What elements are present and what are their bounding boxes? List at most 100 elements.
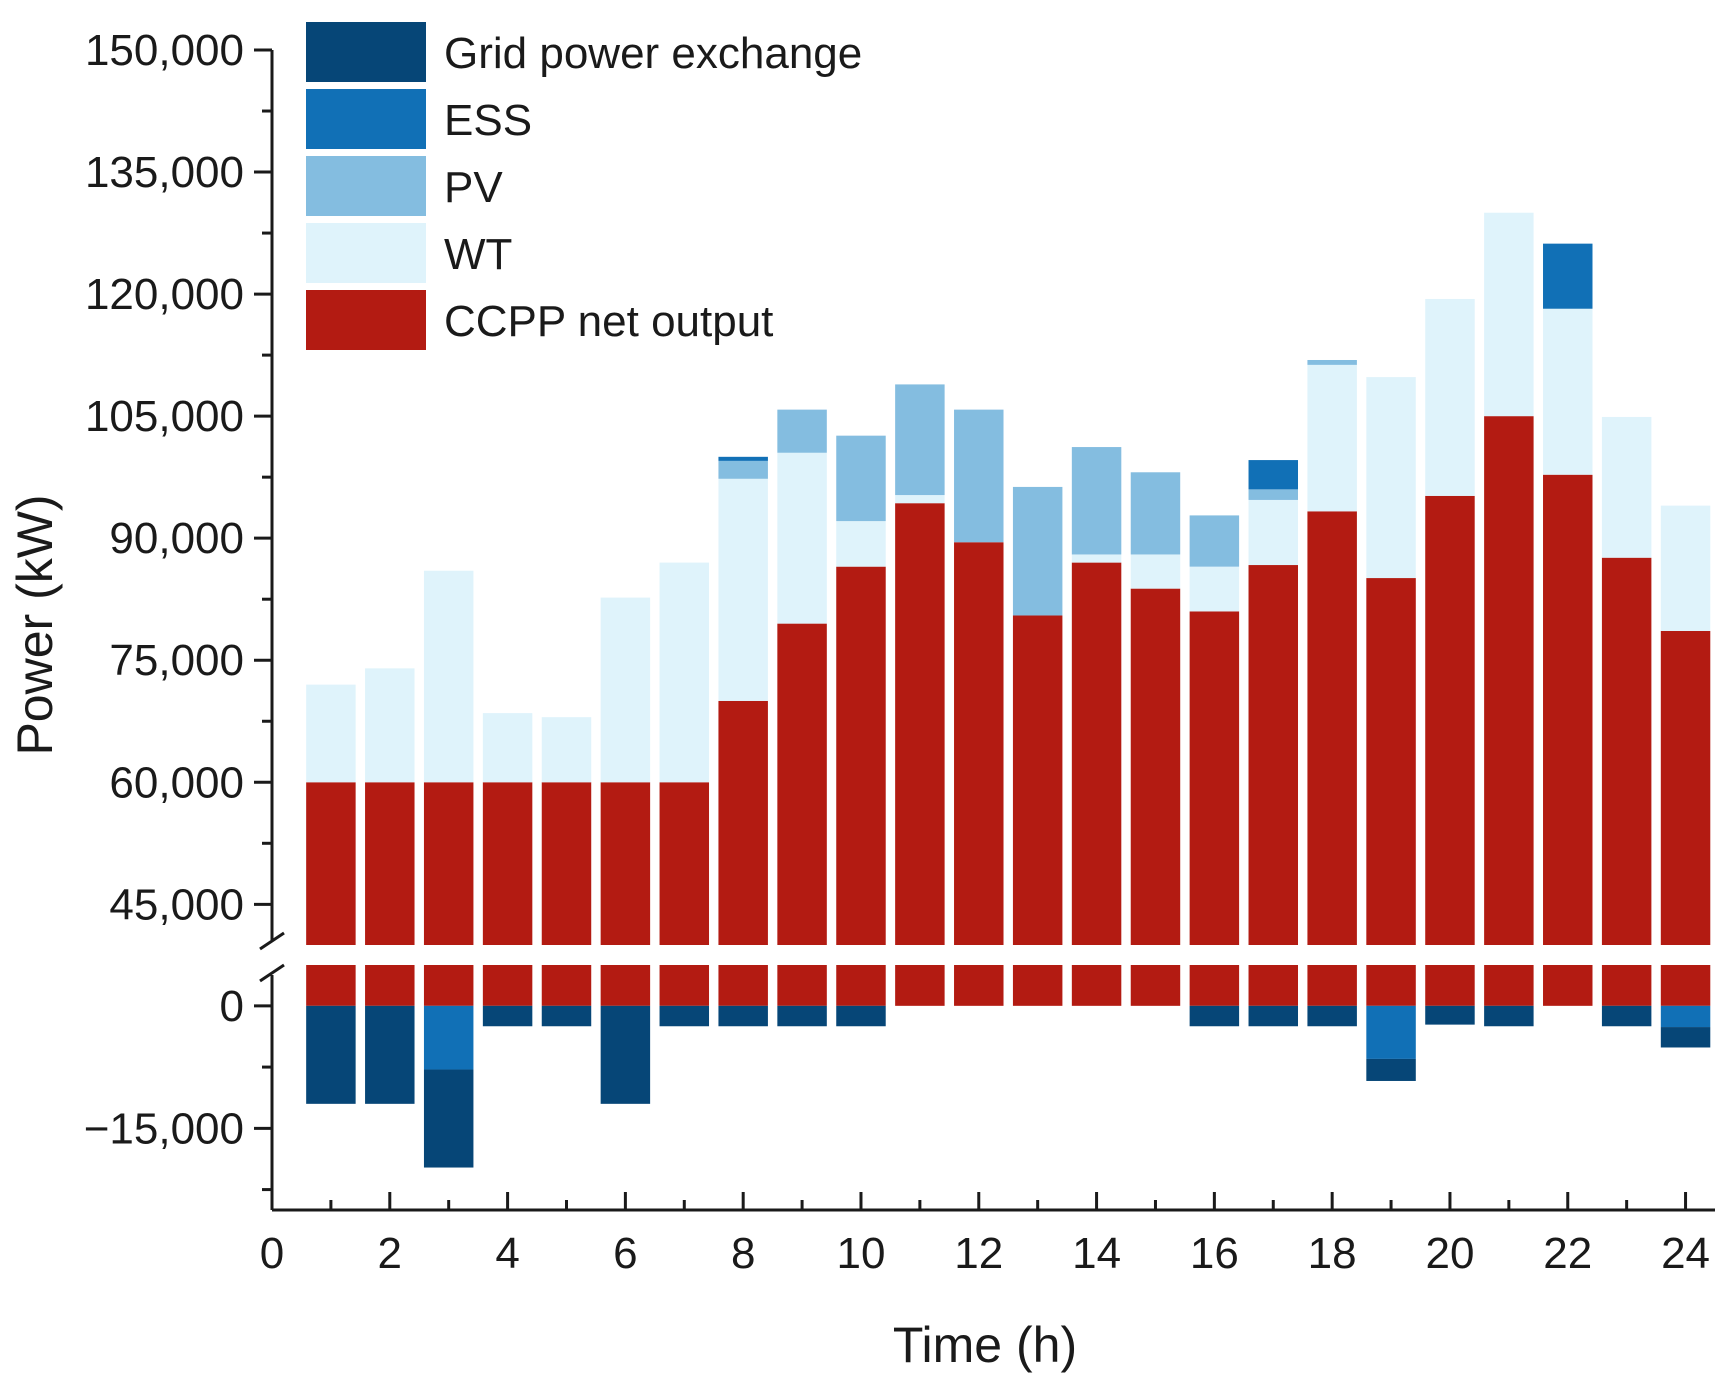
bar-ccpp-15 xyxy=(1130,588,1181,945)
bar-ccpp-7 xyxy=(659,965,710,1006)
x-tick-label: 16 xyxy=(1190,1229,1239,1278)
legend-swatch xyxy=(306,156,426,216)
bar-ccpp-22 xyxy=(1543,965,1593,1006)
bar-wt-7 xyxy=(659,562,710,783)
bar-wt-6 xyxy=(600,597,651,783)
bar-wt-2 xyxy=(365,668,415,783)
bar-grid-24 xyxy=(1660,1027,1711,1048)
bar-pv-8 xyxy=(718,460,768,479)
bar-ccpp-4 xyxy=(482,965,533,1006)
x-tick-label: 2 xyxy=(378,1229,402,1278)
y-tick-label: 0 xyxy=(220,982,244,1031)
bar-ccpp-3 xyxy=(423,782,474,945)
bar-ess-3 xyxy=(423,1005,474,1070)
bar-ccpp-2 xyxy=(365,965,415,1006)
bar-ccpp-1 xyxy=(306,965,356,1006)
x-tick-label: 8 xyxy=(731,1229,755,1278)
bar-ccpp-23 xyxy=(1601,557,1652,945)
bar-ccpp-18 xyxy=(1307,511,1357,945)
bar-grid-19 xyxy=(1366,1058,1416,1081)
bar-ccpp-19 xyxy=(1366,578,1416,945)
bar-wt-5 xyxy=(541,717,592,783)
bar-ccpp-10 xyxy=(836,965,886,1006)
bar-grid-10 xyxy=(836,1005,886,1027)
bar-ccpp-20 xyxy=(1425,495,1475,945)
bar-wt-9 xyxy=(777,452,827,624)
bar-pv-12 xyxy=(954,409,1004,543)
bar-grid-5 xyxy=(541,1005,592,1027)
bar-ccpp-21 xyxy=(1484,965,1534,1006)
bar-ccpp-3 xyxy=(423,965,474,1006)
bar-ccpp-17 xyxy=(1248,965,1299,1006)
bar-wt-18 xyxy=(1307,364,1357,512)
bar-ccpp-14 xyxy=(1071,562,1122,945)
bar-ccpp-2 xyxy=(365,782,415,945)
bar-wt-22 xyxy=(1543,308,1593,475)
bar-ccpp-5 xyxy=(541,965,592,1006)
bar-pv-15 xyxy=(1130,472,1181,555)
bar-ess-8 xyxy=(718,456,768,461)
legend-label: WT xyxy=(444,230,512,279)
axis-break-mark xyxy=(259,963,285,983)
bar-ccpp-18 xyxy=(1307,965,1357,1006)
bar-ccpp-9 xyxy=(777,623,827,945)
bar-wt-20 xyxy=(1425,298,1475,496)
x-tick-label: 10 xyxy=(837,1229,886,1278)
bar-grid-2 xyxy=(365,1005,415,1104)
bar-ccpp-6 xyxy=(600,782,651,945)
bar-wt-1 xyxy=(306,684,356,783)
x-tick-label: 6 xyxy=(613,1229,637,1278)
bar-grid-9 xyxy=(777,1005,827,1027)
bar-ess-24 xyxy=(1660,1005,1711,1028)
bar-ccpp-14 xyxy=(1071,965,1122,1006)
bar-wt-14 xyxy=(1071,554,1122,563)
bar-ccpp-9 xyxy=(777,965,827,1006)
bar-ccpp-5 xyxy=(541,782,592,945)
y-tick-label: −15,000 xyxy=(84,1104,244,1153)
legend: Grid power exchange ESS PV WT CCPP net outpu… xyxy=(306,22,862,350)
bar-pv-11 xyxy=(895,384,945,496)
bar-grid-21 xyxy=(1484,1005,1534,1027)
bar-pv-13 xyxy=(1012,486,1063,616)
bar-ccpp-6 xyxy=(600,965,651,1006)
bar-pv-9 xyxy=(777,409,827,453)
x-tick-label: 0 xyxy=(260,1229,284,1278)
bar-grid-6 xyxy=(600,1005,651,1104)
x-tick-label: 14 xyxy=(1072,1229,1121,1278)
y-tick-label: 105,000 xyxy=(85,392,244,441)
bar-pv-16 xyxy=(1189,515,1240,567)
bar-ccpp-1 xyxy=(306,782,356,945)
x-tick-label: 18 xyxy=(1308,1229,1357,1278)
bar-ess-22 xyxy=(1543,243,1593,309)
bar-ccpp-16 xyxy=(1189,611,1240,945)
x-tick-label: 4 xyxy=(495,1229,519,1278)
bar-wt-10 xyxy=(836,521,886,567)
bar-pv-14 xyxy=(1071,447,1122,555)
bar-ess-17 xyxy=(1248,460,1299,490)
bar-ccpp-8 xyxy=(718,965,768,1006)
bar-ccpp-15 xyxy=(1130,965,1181,1006)
bar-group xyxy=(306,212,1711,1168)
bar-ccpp-19 xyxy=(1366,965,1416,1006)
bar-wt-17 xyxy=(1248,499,1299,566)
bar-wt-4 xyxy=(482,713,533,783)
y-axis-title: Power (kW) xyxy=(7,494,63,755)
bar-grid-1 xyxy=(306,1005,356,1104)
bar-grid-17 xyxy=(1248,1005,1299,1027)
bar-wt-8 xyxy=(718,478,768,701)
legend-swatch xyxy=(306,290,426,350)
bar-pv-17 xyxy=(1248,489,1299,500)
y-tick-label: 60,000 xyxy=(109,758,244,807)
legend-swatch xyxy=(306,89,426,149)
y-tick-label: 75,000 xyxy=(109,636,244,685)
bar-wt-16 xyxy=(1189,566,1240,612)
bar-ccpp-7 xyxy=(659,782,710,945)
bar-wt-11 xyxy=(895,495,945,504)
legend-swatch xyxy=(306,22,426,82)
bar-grid-4 xyxy=(482,1005,533,1027)
bar-grid-20 xyxy=(1425,1005,1475,1025)
bar-ccpp-8 xyxy=(718,700,768,945)
bar-ccpp-16 xyxy=(1189,965,1240,1006)
bar-ccpp-21 xyxy=(1484,416,1534,945)
